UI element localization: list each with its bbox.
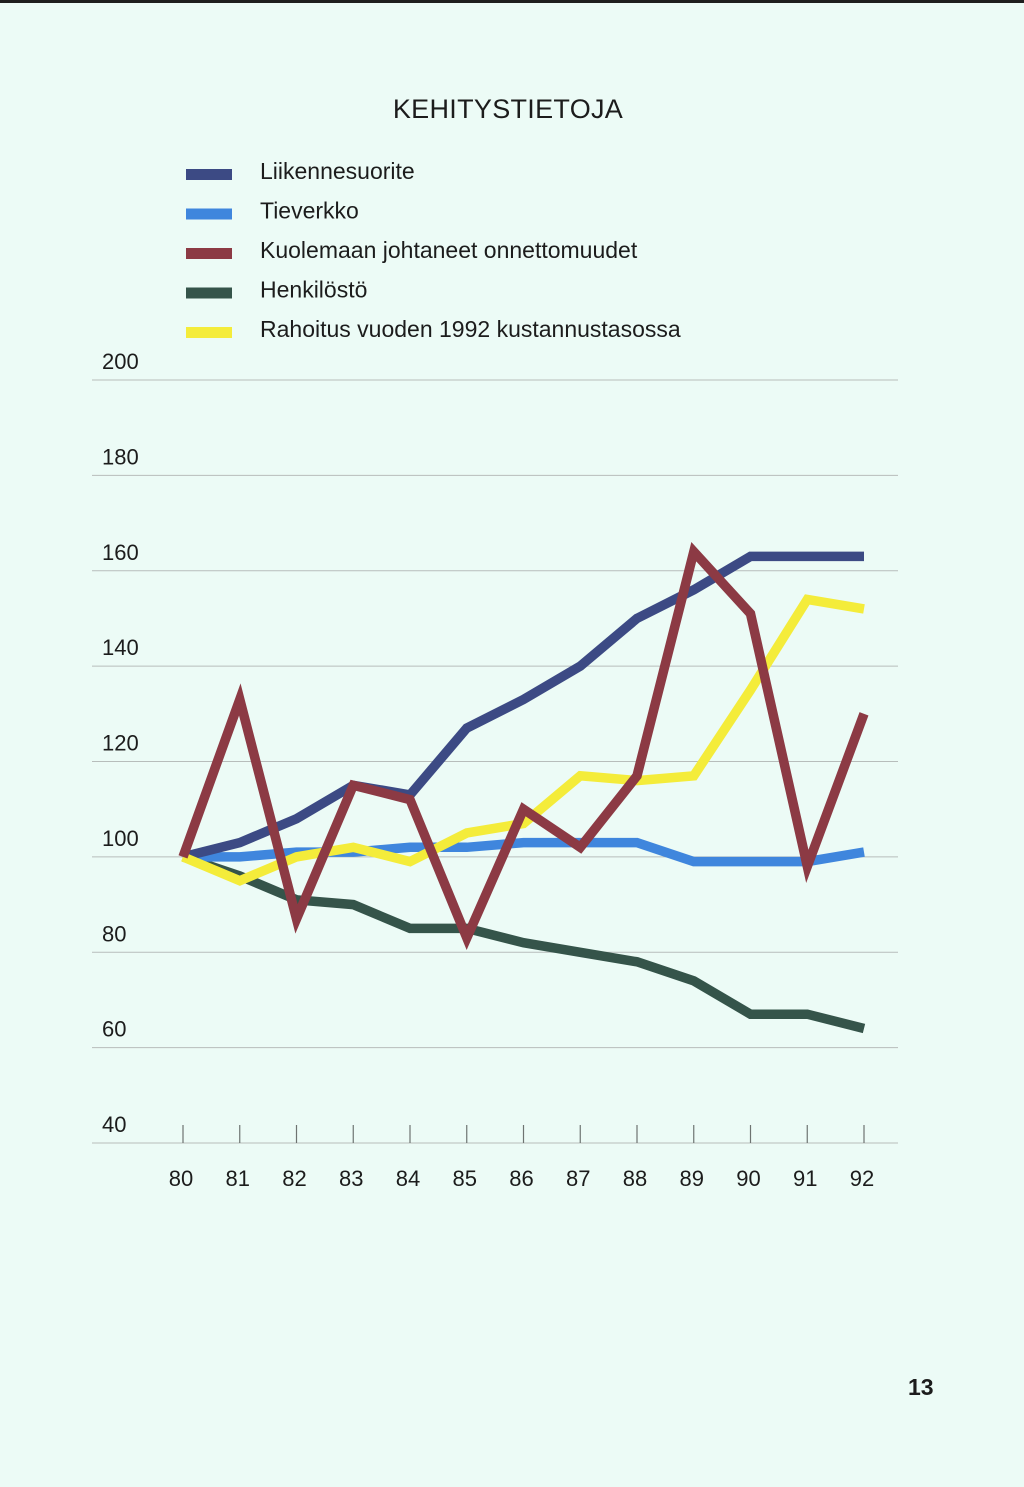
legend-swatch-4 xyxy=(186,287,232,299)
x-axis: 80 81 82 83 84 85 86 87 88 89 90 91 92 xyxy=(169,1125,874,1191)
series-line-4 xyxy=(181,852,866,1034)
chart-legend: Liikennesuorite Tieverkko Kuolemaan johtan… xyxy=(186,158,681,342)
x-tick-label-81: 81 xyxy=(226,1166,250,1191)
legend-label-5: Rahoitus vuoden 1992 kustannustasossa xyxy=(260,316,681,342)
series-line-1 xyxy=(181,551,864,862)
series-line-5 xyxy=(181,594,865,886)
page-top-edge xyxy=(0,0,1024,3)
legend-swatch-2 xyxy=(186,208,232,220)
y-tick-label-140: 140 xyxy=(102,635,139,660)
y-tick-label-60: 60 xyxy=(102,1017,126,1042)
x-tick-label-92: 92 xyxy=(850,1166,874,1191)
y-tick-label-180: 180 xyxy=(102,444,139,469)
x-tick-label-80: 80 xyxy=(169,1166,193,1191)
y-tick-label-160: 160 xyxy=(102,540,139,565)
legend-swatch-1 xyxy=(186,169,232,180)
legend-label-2: Tieverkko xyxy=(260,198,359,224)
y-tick-label-120: 120 xyxy=(102,731,139,756)
y-tick-label-40: 40 xyxy=(102,1112,126,1137)
x-tick-label-86: 86 xyxy=(509,1166,533,1191)
legend-label-1: Liikennesuorite xyxy=(260,158,415,184)
x-tick-label-89: 89 xyxy=(680,1166,704,1191)
chart-title: KEHITYSTIETOJA xyxy=(393,94,623,124)
legend-label-4: Henkilöstö xyxy=(260,277,367,303)
y-axis-tick-labels: 200 180 160 140 120 100 80 60 40 xyxy=(102,349,139,1137)
y-tick-label-100: 100 xyxy=(102,826,139,851)
y-tick-label-80: 80 xyxy=(102,921,126,946)
x-tick-label-83: 83 xyxy=(339,1166,363,1191)
chart-series xyxy=(178,541,869,1034)
x-tick-label-84: 84 xyxy=(396,1166,420,1191)
x-tick-label-82: 82 xyxy=(282,1166,306,1191)
series-line-3 xyxy=(178,541,869,951)
legend-swatch-5 xyxy=(186,327,232,338)
legend-label-3: Kuolemaan johtaneet onnettomuudet xyxy=(260,237,638,263)
y-tick-label-200: 200 xyxy=(102,349,139,374)
x-tick-label-85: 85 xyxy=(453,1166,477,1191)
page-number: 13 xyxy=(908,1374,934,1400)
x-tick-label-88: 88 xyxy=(623,1166,647,1191)
x-tick-label-91: 91 xyxy=(793,1166,817,1191)
legend-swatch-3 xyxy=(186,248,232,259)
x-tick-label-87: 87 xyxy=(566,1166,590,1191)
x-tick-label-90: 90 xyxy=(736,1166,760,1191)
